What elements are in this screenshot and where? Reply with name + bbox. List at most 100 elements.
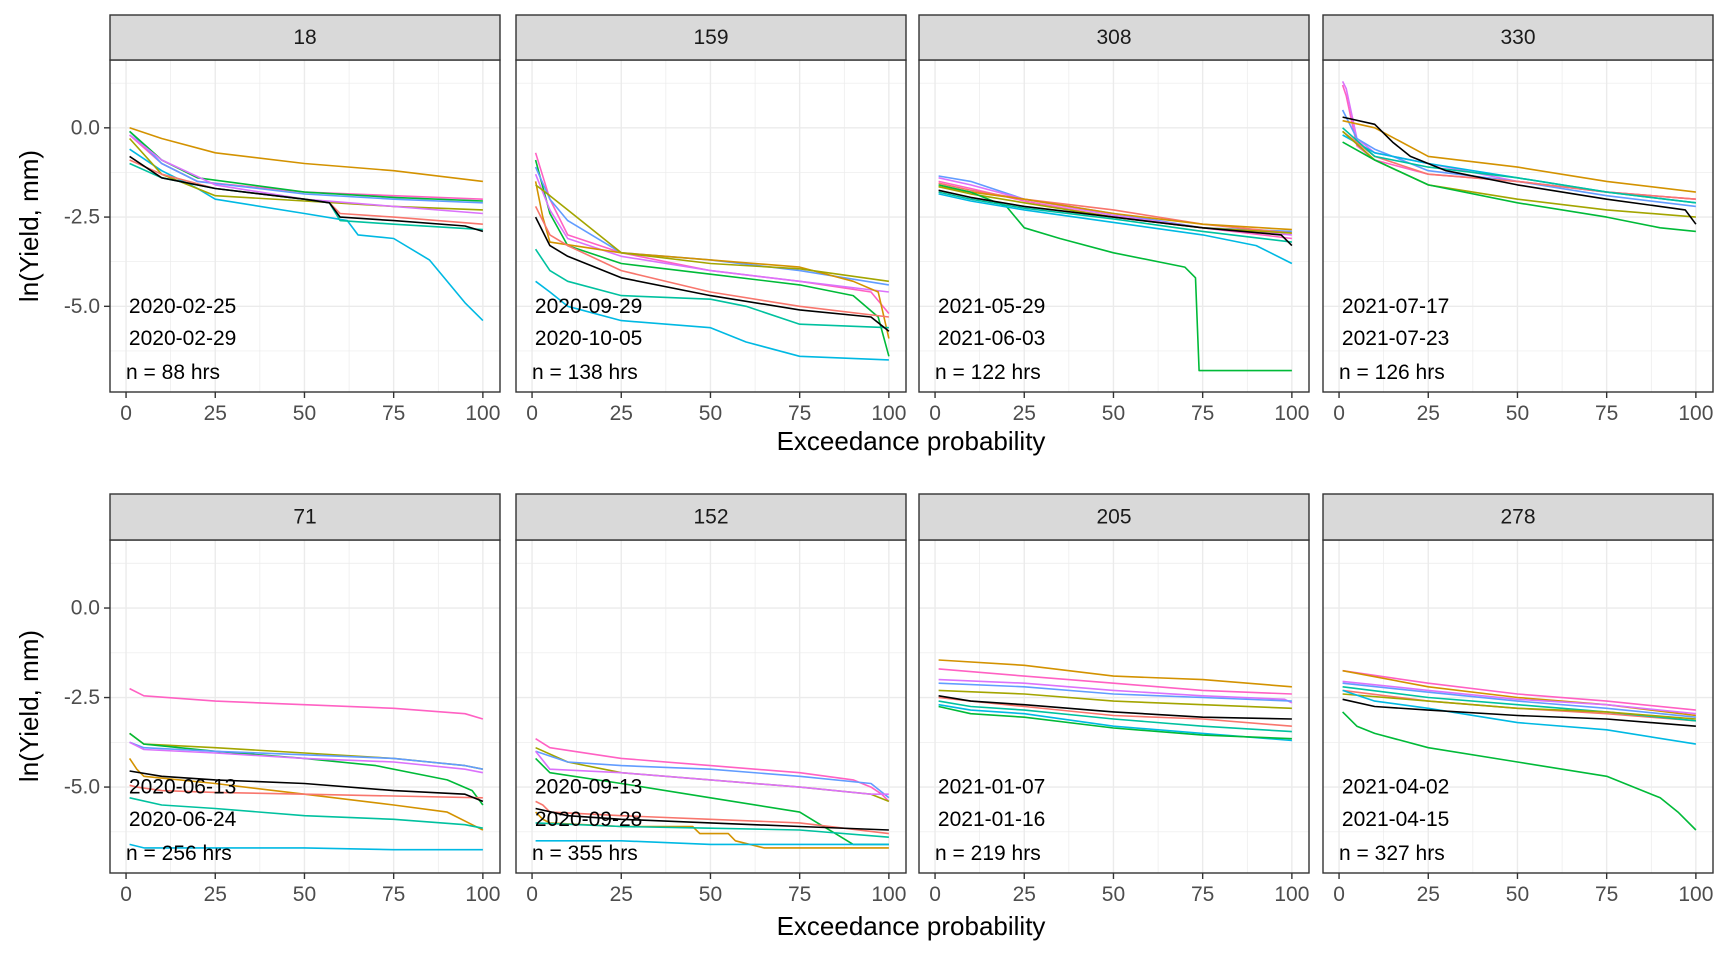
x-tick-label: 100 (1274, 402, 1309, 425)
x-tick-label: 75 (788, 883, 811, 906)
x-axis-title-top: Exceedance probability (777, 426, 1046, 456)
series-line-s4 (129, 732, 484, 806)
series-line-s9 (938, 668, 1292, 695)
x-tick-label: 25 (1417, 402, 1440, 425)
series-line-s5 (1342, 127, 1696, 204)
series-line-s4 (1342, 711, 1697, 831)
x-tick-label: 0 (1333, 883, 1345, 906)
x-tick-label: 50 (699, 883, 722, 906)
facet-strip (918, 14, 1310, 61)
series-line-s8 (534, 750, 889, 795)
series-line-s6 (535, 280, 889, 361)
series-line-s2 (129, 127, 483, 183)
panel-annotation: 2021-01-07 (938, 776, 1045, 799)
x-tick-label: 0 (929, 402, 941, 425)
x-tick-label: 100 (1678, 402, 1713, 425)
x-tick-label: 25 (204, 883, 227, 906)
series-line-s7 (1341, 109, 1696, 208)
facet-strip (515, 493, 907, 541)
x-tick-label: 50 (1506, 402, 1529, 425)
series-line-s1 (534, 206, 889, 318)
facet-strip-label: 71 (293, 506, 316, 529)
series-line-s4 (1342, 141, 1696, 233)
series-line-s6 (938, 193, 1293, 265)
facet-strip-label: 330 (1500, 26, 1535, 49)
facet-panel-152: 2020-09-13 2020-09-28 n = 355 hrs 152 0 25 50 7… (515, 493, 907, 906)
series-line-s8 (1342, 680, 1696, 715)
y-tick-label: -2.5 (64, 206, 100, 229)
panel-annotation: n = 88 hrs (126, 361, 220, 384)
x-tick-label: 0 (120, 402, 132, 425)
x-tick-label: 50 (1102, 402, 1125, 425)
series-line-black (938, 695, 1292, 720)
x-tick-label: 50 (699, 402, 722, 425)
x-tick-label: 0 (1333, 402, 1345, 425)
facet-panel-71: 2020-06-13 2020-06-24 n = 256 hrs 71 0 25 50 75… (64, 493, 501, 906)
series-line-s5 (535, 822, 889, 838)
series-line-s4 (938, 705, 1292, 740)
panel-annotation: n = 122 hrs (935, 361, 1041, 384)
x-tick-label: 75 (788, 402, 811, 425)
facet-panel-308: 2021-05-29 2021-06-03 n = 122 hrs 308 0 25 50 7… (918, 14, 1310, 425)
x-tick-label: 25 (610, 402, 633, 425)
facet-strip-label: 278 (1500, 506, 1535, 529)
series-line-black (1342, 116, 1697, 225)
panel-annotation: 2021-07-17 (1342, 295, 1449, 318)
series-line-s5 (129, 797, 484, 829)
x-tick-label: 50 (293, 883, 316, 906)
y-axis-title-bottom: ln(Yield, mm) (14, 630, 44, 782)
series-line-black (938, 189, 1293, 247)
x-tick-label: 75 (382, 402, 405, 425)
x-tick-label: 100 (1274, 883, 1309, 906)
series-line-s9 (1342, 669, 1696, 711)
panel-annotation: 2020-06-24 (129, 808, 237, 831)
series-line-s9 (129, 687, 484, 720)
panel-annotation: 2020-09-29 (535, 295, 642, 318)
x-tick-label: 25 (1013, 883, 1036, 906)
facet-strip (918, 493, 1310, 541)
series-line-s8 (129, 134, 483, 215)
series-line-black (535, 807, 889, 831)
facet-panel-18: 2020-02-25 2020-02-29 n = 88 hrs 18 0 25 50 75 1… (64, 14, 501, 425)
y-tick-label: 0.0 (71, 116, 100, 139)
series-line-s1 (129, 784, 483, 799)
series-line-s2 (1342, 119, 1696, 193)
series-line-s7 (535, 750, 890, 799)
panel-annotation: 2020-02-29 (129, 327, 236, 350)
panel-annotation: 2021-07-23 (1342, 327, 1449, 350)
panel-annotation: 2020-09-28 (535, 808, 642, 831)
facet-panel-205: 2021-01-07 2021-01-16 n = 219 hrs 205 0 25 50 7… (918, 493, 1310, 906)
series-line-s7 (129, 130, 483, 204)
series-line-s6 (535, 840, 889, 846)
panel-annotation: 2020-10-05 (535, 327, 642, 350)
series-line-s2 (938, 659, 1292, 688)
series-line-s8 (938, 678, 1293, 704)
panel-annotation: n = 327 hrs (1339, 842, 1445, 865)
facet-strip (1322, 493, 1714, 541)
facet-strip-label: 205 (1096, 506, 1131, 529)
series-line-s3 (1342, 130, 1696, 218)
x-tick-label: 25 (610, 883, 633, 906)
x-tick-label: 100 (871, 883, 906, 906)
panel-annotation: 2021-04-15 (1342, 808, 1449, 831)
y-tick-label: -5.0 (64, 295, 100, 318)
series-line-s5 (938, 191, 1292, 243)
panel-annotation: n = 256 hrs (126, 842, 232, 865)
facet-strip (109, 493, 501, 541)
panel-annotation: n = 355 hrs (532, 842, 638, 865)
panel-annotation: 2020-09-13 (535, 776, 642, 799)
x-tick-label: 50 (1102, 883, 1125, 906)
facet-strip-label: 152 (693, 506, 728, 529)
series-line-s7 (1342, 682, 1696, 718)
x-tick-label: 75 (1595, 883, 1618, 906)
series-line-black (534, 216, 890, 332)
series-line-black (129, 155, 484, 233)
series-line-s3 (938, 689, 1292, 710)
x-tick-label: 0 (526, 883, 538, 906)
series-line-s6 (938, 703, 1292, 742)
series-line-s7 (129, 741, 484, 770)
x-tick-label: 100 (871, 402, 906, 425)
series-line-s6 (129, 843, 483, 851)
panel-annotation: 2021-06-03 (938, 327, 1045, 350)
series-line-black (1342, 698, 1696, 727)
